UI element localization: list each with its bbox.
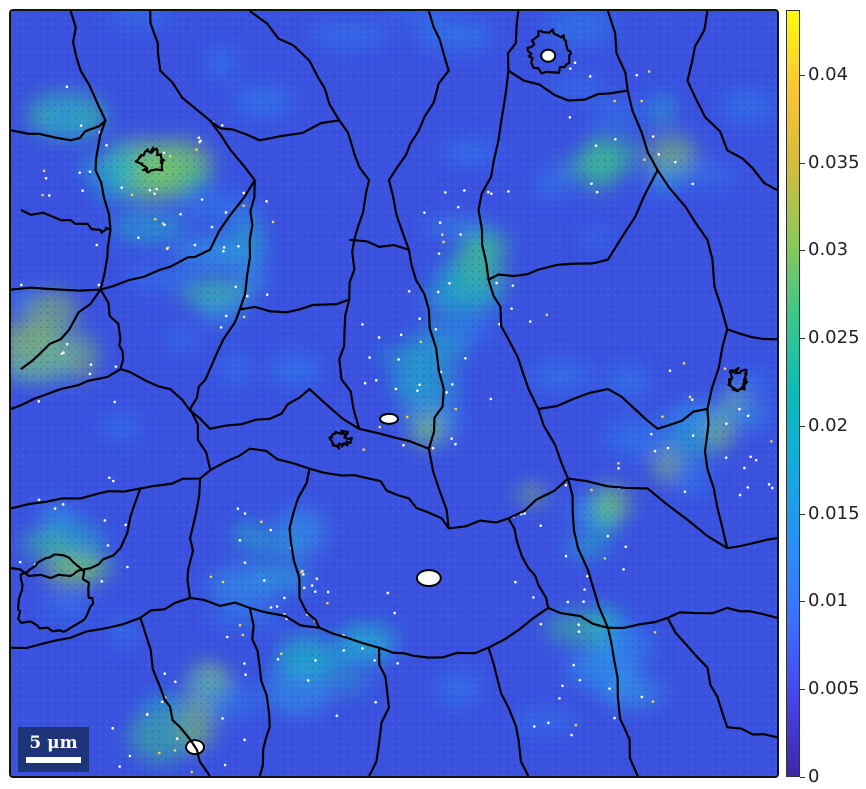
colorbar-tick <box>800 777 805 778</box>
colorbar-tick <box>800 514 805 515</box>
colorbar-tick <box>800 250 805 251</box>
colorbar-tick-label: 0.005 <box>808 678 860 699</box>
scale-bar-label: 5 μm <box>29 733 78 753</box>
colorbar-tick <box>800 689 805 690</box>
colorbar-tick-label: 0.03 <box>808 239 849 260</box>
colorbar-tick <box>800 601 805 602</box>
colorbar-tick-label: 0.015 <box>808 503 860 524</box>
colorbar <box>786 10 800 777</box>
scale-bar-line <box>26 757 81 763</box>
scale-bar: 5 μm <box>18 727 89 772</box>
kam-map-image <box>11 11 777 776</box>
colorbar-tick <box>800 75 805 76</box>
colorbar-tick-label: 0.02 <box>808 415 849 436</box>
colorbar-tick-label: 0.035 <box>808 152 860 173</box>
colorbar-tick-label: 0.04 <box>808 64 849 85</box>
colorbar-tick <box>800 338 805 339</box>
ebsd-map: 5 μm <box>9 9 779 778</box>
colorbar-tick <box>800 426 805 427</box>
colorbar-tick-label: 0 <box>808 766 820 787</box>
colorbar-tick-label: 0.01 <box>808 590 849 611</box>
colorbar-tick-label: 0.025 <box>808 327 860 348</box>
colorbar-tick <box>800 163 805 164</box>
